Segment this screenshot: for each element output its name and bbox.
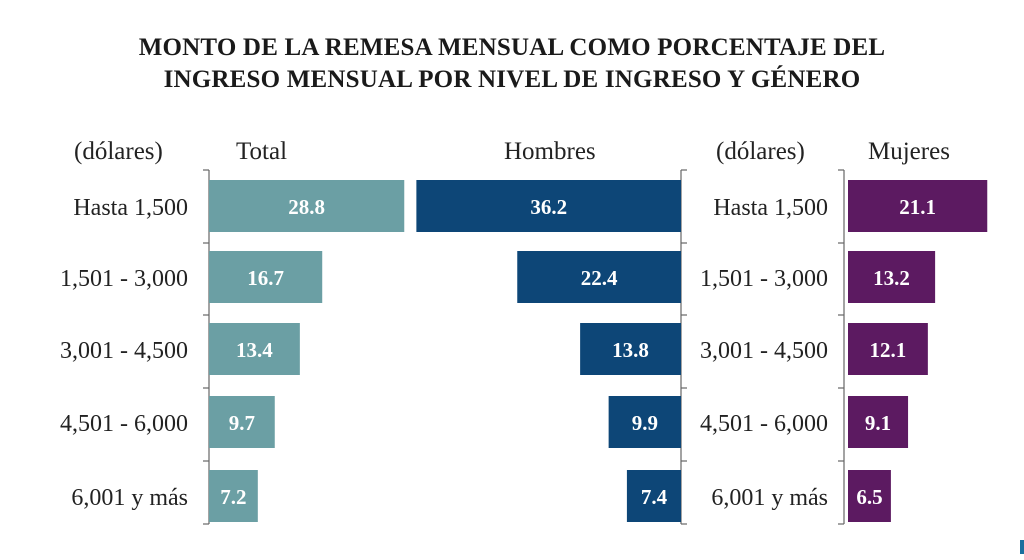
bar-mujeres <box>848 396 909 448</box>
data-label-total: 16.7 <box>247 266 284 290</box>
data-label-hombres: 22.4 <box>581 266 618 290</box>
series-label-mujeres: Mujeres <box>868 138 950 165</box>
category-label-right: 4,501 - 6,000 <box>700 411 828 437</box>
bar-mujeres <box>848 180 988 232</box>
data-label-mujeres: 6.5 <box>856 485 882 509</box>
bar-mujeres <box>848 470 891 522</box>
data-label-total: 28.8 <box>288 195 325 219</box>
edge-mark <box>1020 540 1024 554</box>
category-label-right: 6,001 y más <box>711 485 828 511</box>
data-label-mujeres: 13.2 <box>873 266 910 290</box>
chart-subtitle: INGRESO MENSUAL POR NIVEL DE INGRESO Y G… <box>163 66 861 93</box>
data-label-hombres: 36.2 <box>530 195 567 219</box>
data-label-hombres: 13.8 <box>612 338 649 362</box>
data-label-hombres: 7.4 <box>641 485 668 509</box>
category-label-right: Hasta 1,500 <box>713 195 828 221</box>
unit-label-left: (dólares) <box>74 138 163 165</box>
bar-hombres <box>517 251 681 303</box>
data-label-total: 9.7 <box>229 411 255 435</box>
bar-total <box>209 251 323 303</box>
series-label-hombres: Hombres <box>504 138 596 165</box>
category-label-right: 3,001 - 4,500 <box>700 338 828 364</box>
bar-hombres <box>626 470 681 522</box>
bar-total <box>209 323 300 375</box>
bar-mujeres <box>848 251 936 303</box>
data-label-mujeres: 12.1 <box>870 338 907 362</box>
data-label-hombres: 9.9 <box>632 411 658 435</box>
category-label: 6,001 y más <box>71 485 188 511</box>
bar-total <box>209 470 258 522</box>
bar-hombres <box>416 180 681 232</box>
unit-label-right: (dólares) <box>716 138 805 165</box>
data-label-total: 13.4 <box>236 338 273 362</box>
category-label: 1,501 - 3,000 <box>60 266 188 292</box>
chart-title: MONTO DE LA REMESA MENSUAL COMO PORCENTA… <box>138 34 886 61</box>
bar-hombres <box>608 396 681 448</box>
data-label-total: 7.2 <box>220 485 246 509</box>
bar-total <box>209 396 275 448</box>
category-label: 3,001 - 4,500 <box>60 338 188 364</box>
bar-hombres <box>580 323 681 375</box>
category-label: Hasta 1,500 <box>73 195 188 221</box>
data-label-mujeres: 21.1 <box>899 195 936 219</box>
series-label-total: Total <box>236 138 288 165</box>
bar-mujeres <box>848 323 928 375</box>
category-label: 4,501 - 6,000 <box>60 411 188 437</box>
category-label-right: 1,501 - 3,000 <box>700 266 828 292</box>
data-label-mujeres: 9.1 <box>865 411 891 435</box>
bar-total <box>209 180 405 232</box>
